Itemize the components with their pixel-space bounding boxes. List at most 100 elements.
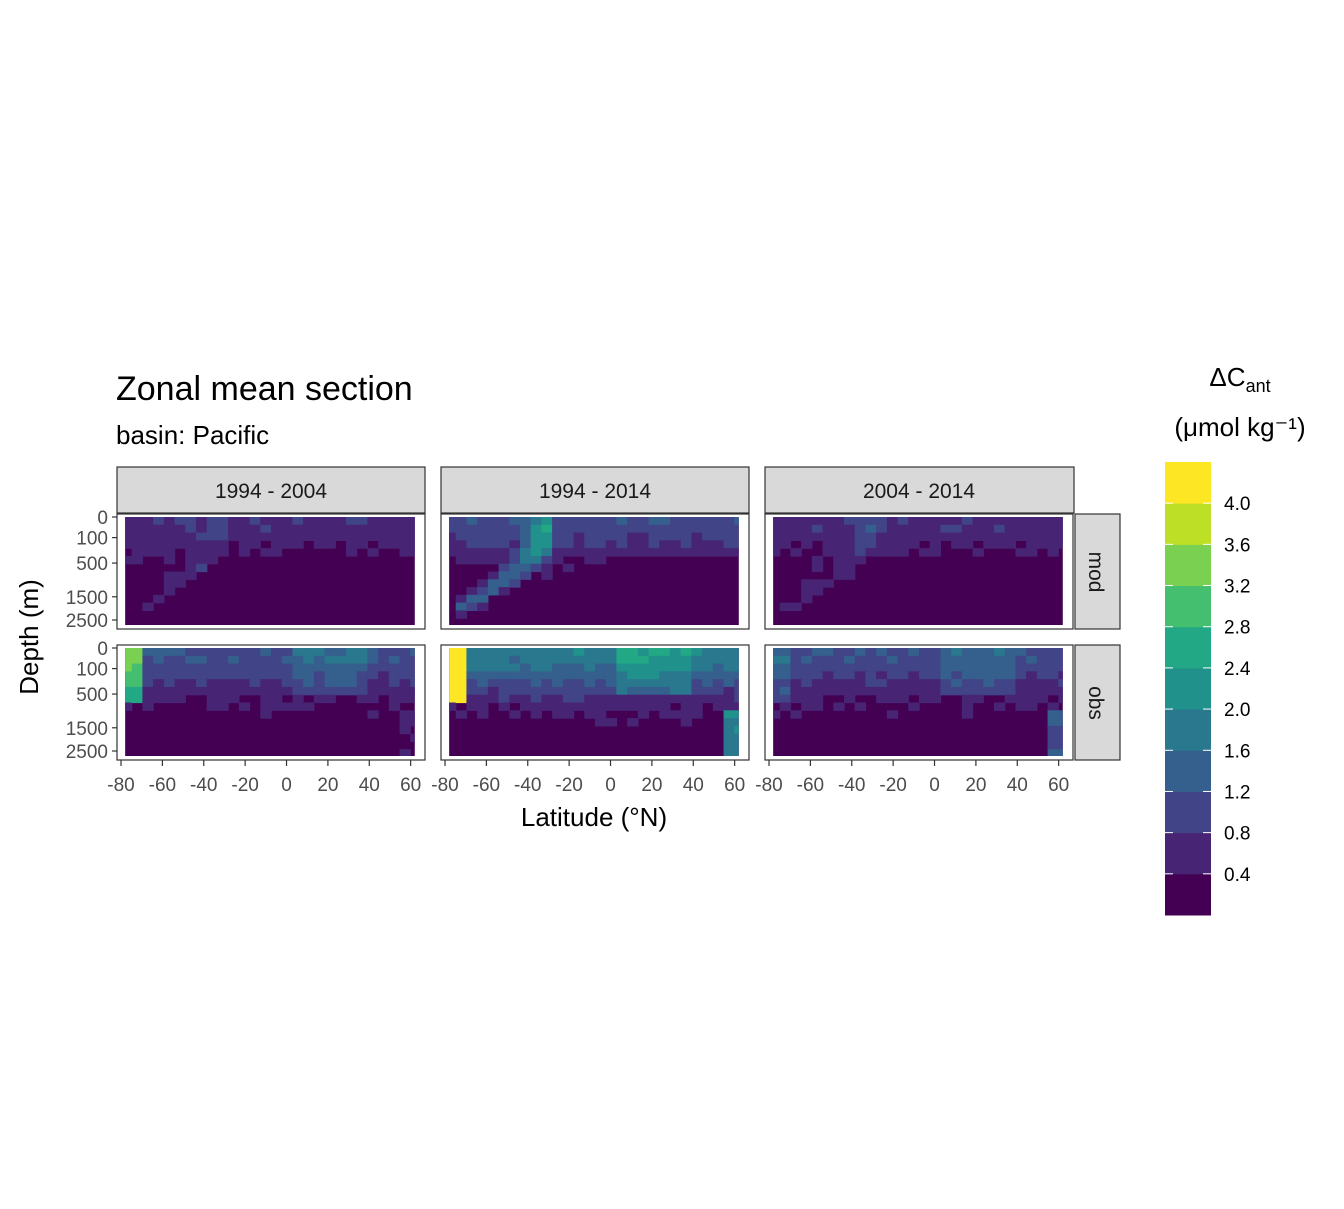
heat-cell xyxy=(292,663,304,672)
heat-cell xyxy=(449,655,457,665)
heat-cell xyxy=(854,702,867,711)
heat-cell xyxy=(1058,694,1063,704)
heat-cell xyxy=(335,679,347,688)
heat-cell xyxy=(163,679,176,688)
heat-cell xyxy=(217,702,229,711)
heat-cell xyxy=(509,648,521,657)
heat-cell xyxy=(324,679,336,688)
legend-swatch xyxy=(1165,462,1211,504)
heat-cell xyxy=(854,540,867,549)
heat-cell xyxy=(378,663,390,672)
heat-cell xyxy=(131,555,144,565)
heat-cell xyxy=(811,563,824,573)
heat-cell xyxy=(702,686,714,696)
heat-cell xyxy=(520,571,532,580)
heat-cell xyxy=(616,524,628,534)
heat-cell xyxy=(378,540,390,549)
heat-cell xyxy=(292,524,304,534)
heat-cell xyxy=(1047,718,1059,727)
heat-cell xyxy=(670,540,682,549)
heat-cell xyxy=(388,648,401,657)
heat-cell xyxy=(356,524,369,534)
heat-cell xyxy=(605,702,618,711)
heat-cell xyxy=(1058,532,1063,541)
heat-cell xyxy=(174,532,186,541)
heat-cell xyxy=(228,655,240,665)
heat-cell xyxy=(466,671,478,680)
heat-cell xyxy=(844,686,856,696)
heat-cell xyxy=(163,555,176,565)
heat-cell xyxy=(790,710,802,719)
heat-cell xyxy=(217,671,229,680)
heat-cell xyxy=(773,686,781,696)
heat-cell xyxy=(627,718,639,727)
heat-cell xyxy=(410,710,415,719)
heat-cell xyxy=(498,679,510,688)
heat-cell xyxy=(449,671,457,680)
heat-cell xyxy=(271,702,283,711)
heat-cell xyxy=(313,540,326,549)
heat-cell xyxy=(487,548,500,557)
heat-cell xyxy=(378,532,390,541)
heat-cell xyxy=(1058,686,1063,696)
heat-cell xyxy=(249,540,261,549)
heat-cell xyxy=(185,648,197,657)
heat-cell xyxy=(994,663,1006,672)
heat-cell xyxy=(680,679,693,688)
heat-cell xyxy=(919,694,931,704)
heat-cell xyxy=(773,517,781,526)
heat-cell xyxy=(249,532,261,541)
heat-cell xyxy=(691,671,703,680)
heat-cell xyxy=(530,648,543,657)
x-tick-label: -60 xyxy=(149,775,176,796)
heat-cell xyxy=(466,517,478,526)
heat-cell xyxy=(876,548,888,557)
heat-cell xyxy=(1047,532,1059,541)
heat-cell xyxy=(238,548,251,557)
heat-cell xyxy=(552,710,564,719)
heat-cell xyxy=(929,671,942,680)
heat-cell xyxy=(346,540,358,549)
heat-cell xyxy=(477,602,489,612)
heat-cell xyxy=(410,524,415,534)
heat-cell xyxy=(378,655,390,665)
heat-cell xyxy=(131,524,144,534)
column-strips: 1994 - 2004 1994 - 2014 2004 - 2014 xyxy=(116,466,1075,514)
heat-cell xyxy=(552,540,564,549)
heat-cell xyxy=(174,686,186,696)
panel-field xyxy=(773,517,1063,625)
y-tick-label: 1500 xyxy=(66,719,108,740)
heat-cell xyxy=(335,671,347,680)
heat-cell xyxy=(961,694,974,704)
heat-cell xyxy=(790,663,802,672)
x-axis-title: Latitude (°N) xyxy=(521,802,667,832)
heat-cell xyxy=(185,671,197,680)
heat-cell xyxy=(1058,749,1063,756)
heat-cell xyxy=(822,579,834,588)
heat-cell xyxy=(1036,540,1049,549)
heat-cell xyxy=(206,663,219,672)
heat-cell xyxy=(399,686,411,696)
heat-cell xyxy=(595,532,607,541)
heat-cell xyxy=(712,679,725,688)
heat-cell xyxy=(584,679,596,688)
heat-cell xyxy=(125,679,133,688)
legend-tick-label: 4.0 xyxy=(1224,494,1250,515)
heat-cell xyxy=(605,655,618,665)
heat-cell xyxy=(790,548,802,557)
heat-cell xyxy=(520,517,532,526)
y-tick-label: 100 xyxy=(76,529,108,550)
heat-cell xyxy=(702,524,714,534)
heat-cell xyxy=(185,663,197,672)
heat-cell xyxy=(637,548,650,557)
y-tick-label: 100 xyxy=(76,660,108,681)
heat-cell xyxy=(691,517,703,526)
heat-cell xyxy=(680,718,693,727)
heat-cell xyxy=(206,671,219,680)
heat-cell xyxy=(466,702,478,711)
heat-cell xyxy=(595,694,607,704)
heat-cell xyxy=(367,679,379,688)
heat-cell xyxy=(940,532,952,541)
heat-cell xyxy=(260,532,272,541)
heat-cell xyxy=(854,655,867,665)
